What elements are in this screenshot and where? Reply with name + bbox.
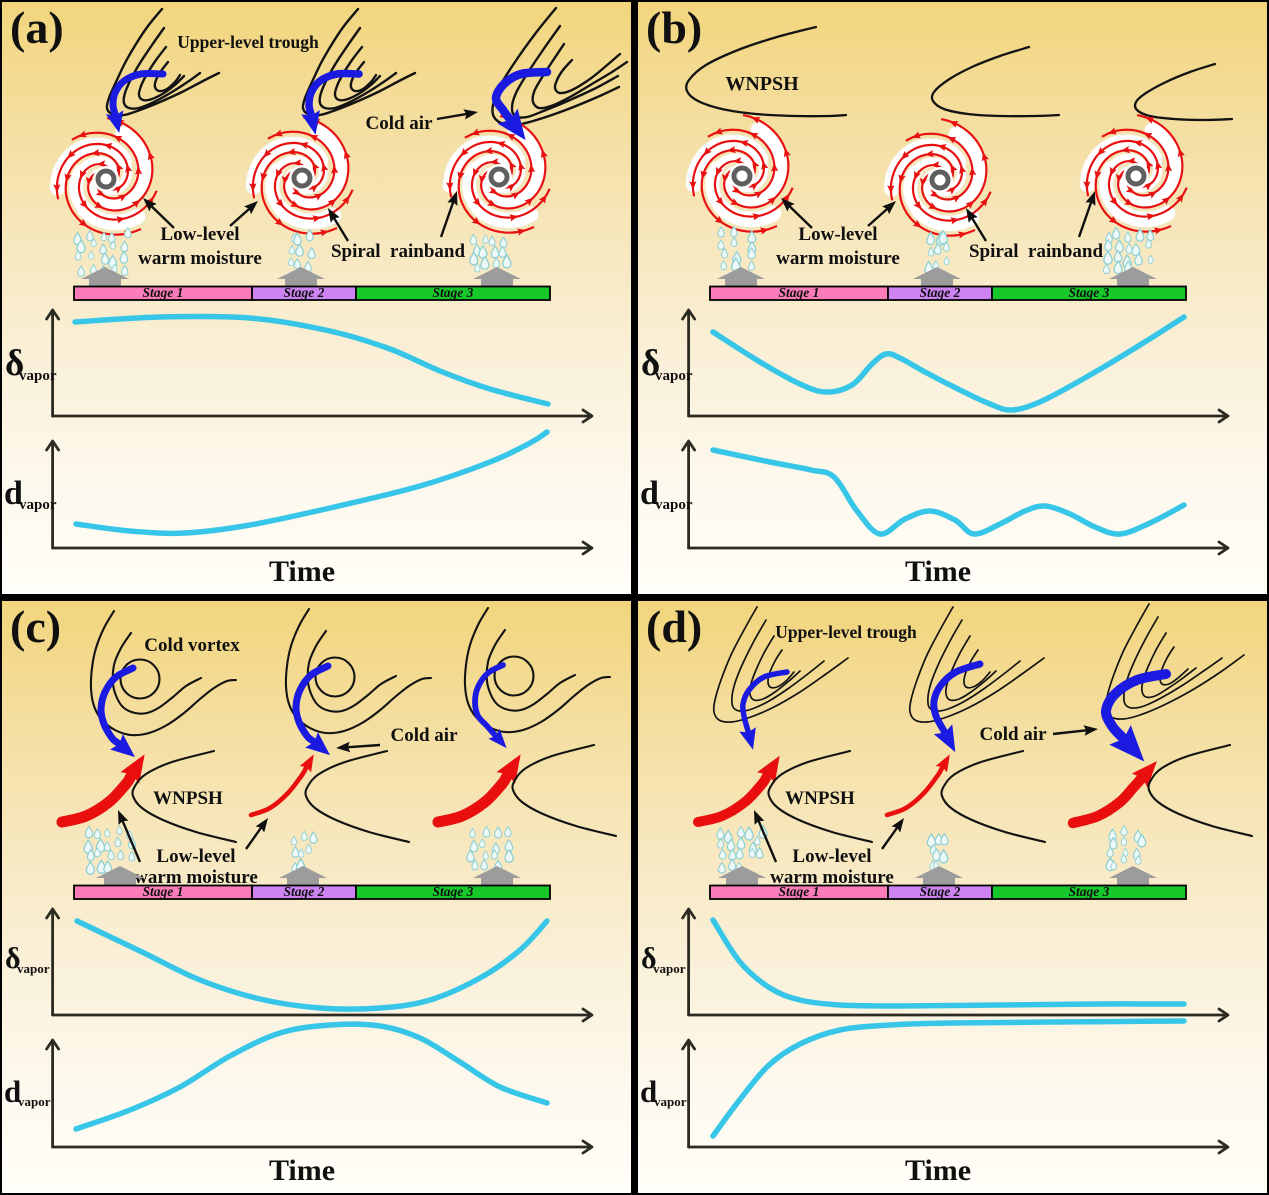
svg-text:Stage 1: Stage 1 (143, 884, 184, 899)
svg-text:Stage 3: Stage 3 (1069, 884, 1110, 899)
svg-text:Low-level: Low-level (160, 224, 239, 245)
svg-text:Time: Time (905, 1154, 971, 1187)
svg-text:Stage 1: Stage 1 (779, 884, 820, 899)
svg-text:Cold air: Cold air (390, 725, 458, 746)
svg-text:vapor: vapor (17, 961, 50, 976)
svg-text:d: d (640, 1074, 657, 1109)
svg-text:(d): (d) (646, 601, 702, 652)
svg-text:Cold vortex: Cold vortex (144, 635, 240, 656)
svg-text:Spiral rainband: Spiral rainband (969, 241, 1104, 262)
svg-text:vapor: vapor (18, 1094, 51, 1109)
svg-text:(a): (a) (10, 2, 64, 53)
svg-text:Upper-level trough: Upper-level trough (177, 32, 319, 52)
svg-text:d: d (640, 475, 659, 512)
svg-text:WNPSH: WNPSH (725, 73, 799, 95)
svg-text:vapor: vapor (655, 497, 693, 513)
svg-text:Low-level: Low-level (792, 846, 871, 867)
svg-text:d: d (4, 1074, 21, 1109)
svg-text:Low-level: Low-level (798, 224, 877, 245)
svg-text:δ: δ (641, 942, 657, 975)
svg-text:Cold air: Cold air (365, 113, 433, 134)
svg-text:vapor: vapor (654, 1094, 687, 1109)
svg-text:Stage 1: Stage 1 (779, 285, 820, 300)
svg-text:Low-level: Low-level (156, 846, 235, 867)
svg-text:Stage 2: Stage 2 (284, 884, 325, 899)
svg-text:Time: Time (905, 555, 971, 588)
svg-text:δ: δ (641, 343, 660, 384)
svg-text:Stage 3: Stage 3 (433, 884, 474, 899)
svg-text:Time: Time (269, 1154, 335, 1187)
svg-text:Stage 2: Stage 2 (284, 285, 325, 300)
svg-text:Stage 3: Stage 3 (433, 285, 474, 300)
svg-text:Time: Time (269, 555, 335, 588)
svg-text:Upper-level trough: Upper-level trough (775, 622, 917, 642)
svg-text:vapor: vapor (19, 368, 57, 384)
svg-text:Spiral rainband: Spiral rainband (331, 241, 466, 262)
svg-text:warm moisture: warm moisture (770, 867, 894, 888)
svg-text:WNPSH: WNPSH (785, 788, 855, 809)
svg-text:Stage 2: Stage 2 (920, 884, 961, 899)
svg-text:warm moisture: warm moisture (134, 867, 258, 888)
svg-text:δ: δ (5, 942, 21, 975)
svg-text:d: d (4, 475, 23, 512)
svg-text:warm moisture: warm moisture (776, 248, 900, 269)
svg-text:vapor: vapor (653, 961, 686, 976)
svg-text:vapor: vapor (19, 497, 57, 513)
svg-text:(c): (c) (10, 601, 61, 652)
svg-text:vapor: vapor (655, 368, 693, 384)
svg-text:(b): (b) (646, 2, 702, 53)
svg-text:δ: δ (5, 343, 24, 384)
svg-text:Stage 3: Stage 3 (1069, 285, 1110, 300)
svg-text:warm moisture: warm moisture (138, 248, 262, 269)
svg-text:Stage 1: Stage 1 (143, 285, 184, 300)
svg-text:Stage 2: Stage 2 (920, 285, 961, 300)
svg-text:WNPSH: WNPSH (153, 788, 223, 809)
svg-text:Cold air: Cold air (979, 724, 1047, 745)
